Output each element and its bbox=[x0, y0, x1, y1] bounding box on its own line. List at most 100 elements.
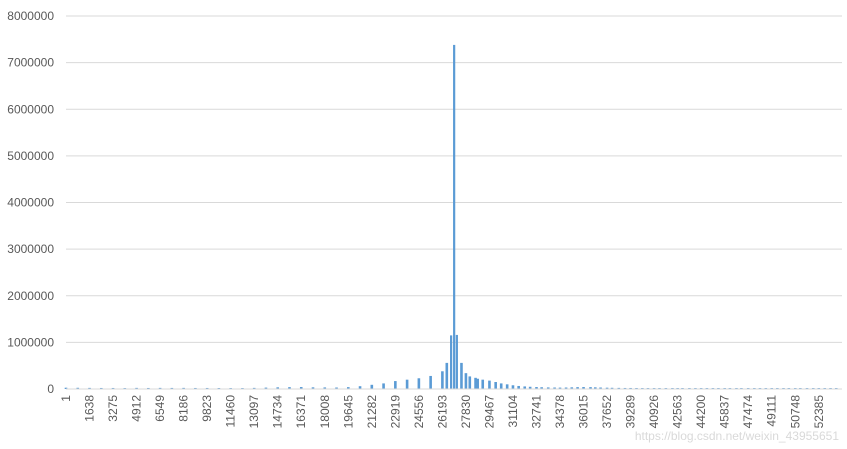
bar bbox=[99, 387, 103, 389]
bar bbox=[299, 387, 303, 389]
bar bbox=[147, 387, 150, 389]
bar bbox=[476, 378, 479, 389]
x-tick-label: 22919 bbox=[388, 395, 402, 429]
bar bbox=[405, 379, 409, 389]
y-tick-label: 0 bbox=[47, 382, 54, 396]
bar bbox=[88, 387, 91, 389]
bar bbox=[335, 387, 338, 389]
x-tick-label: 14734 bbox=[271, 395, 285, 429]
bar bbox=[468, 376, 472, 389]
bar bbox=[135, 387, 138, 389]
x-tick-label: 1 bbox=[59, 395, 73, 402]
x-tick-label: 42563 bbox=[671, 395, 685, 429]
bar bbox=[288, 387, 291, 389]
x-tick-label: 3275 bbox=[106, 395, 120, 422]
bar bbox=[593, 387, 597, 389]
bar bbox=[158, 387, 162, 389]
x-tick-label: 45837 bbox=[718, 395, 732, 429]
x-tick-label: 13097 bbox=[247, 395, 261, 429]
bar bbox=[528, 386, 532, 389]
bar bbox=[445, 362, 449, 389]
bar bbox=[488, 380, 491, 389]
x-tick-label: 36015 bbox=[577, 395, 591, 429]
x-tick-label: 37652 bbox=[600, 395, 614, 429]
bar bbox=[599, 387, 602, 389]
x-tick-label: 34378 bbox=[553, 395, 567, 429]
x-tick-label: 31104 bbox=[506, 395, 520, 428]
x-tick-label: 29467 bbox=[482, 395, 496, 429]
x-tick-label: 50748 bbox=[788, 395, 802, 429]
bar bbox=[494, 382, 497, 389]
bar bbox=[394, 381, 397, 389]
x-tick-label: 6549 bbox=[153, 395, 167, 422]
x-tick-label: 1638 bbox=[83, 395, 97, 422]
x-tick-label: 16371 bbox=[294, 395, 308, 429]
x-tick-label: 21282 bbox=[365, 395, 379, 429]
x-tick-label: 52385 bbox=[812, 395, 826, 429]
y-tick-label: 1000000 bbox=[7, 335, 54, 349]
bar bbox=[429, 375, 432, 389]
bar bbox=[517, 385, 520, 389]
bar bbox=[441, 371, 444, 389]
x-tick-label: 32741 bbox=[529, 395, 543, 429]
bar bbox=[358, 386, 362, 389]
y-tick-label: 8000000 bbox=[7, 9, 54, 23]
x-tick-label: 47474 bbox=[741, 395, 755, 429]
bar bbox=[474, 377, 477, 389]
bar bbox=[76, 387, 80, 389]
x-tick-label: 24556 bbox=[412, 395, 426, 429]
bar bbox=[535, 387, 538, 389]
bar bbox=[264, 387, 268, 389]
bar bbox=[276, 387, 280, 389]
bar bbox=[610, 387, 614, 389]
x-tick-label: 27830 bbox=[459, 395, 473, 429]
y-axis-tick-labels: 0 1000000 2000000 3000000 4000000 5000000 6000… bbox=[7, 9, 54, 396]
y-tick-label: 6000000 bbox=[7, 102, 54, 116]
bar bbox=[311, 387, 315, 389]
bar bbox=[505, 384, 509, 389]
x-tick-label: 11460 bbox=[224, 395, 238, 428]
bar bbox=[617, 387, 621, 389]
y-tick-label: 3000000 bbox=[7, 242, 54, 256]
bar bbox=[194, 387, 197, 389]
x-tick-label: 49111 bbox=[765, 395, 779, 427]
bar bbox=[252, 387, 256, 389]
bar bbox=[582, 387, 585, 389]
bar bbox=[589, 387, 592, 389]
x-tick-label: 26193 bbox=[435, 395, 449, 429]
x-tick-label: 39289 bbox=[624, 395, 638, 429]
y-tick-label: 7000000 bbox=[7, 56, 54, 70]
bar bbox=[182, 387, 185, 389]
bar bbox=[481, 379, 485, 389]
bar bbox=[170, 387, 174, 389]
x-tick-label: 4912 bbox=[130, 395, 144, 422]
y-tick-label: 5000000 bbox=[7, 149, 54, 163]
bar bbox=[511, 385, 515, 389]
bar bbox=[346, 387, 350, 389]
x-tick-label: 19645 bbox=[341, 395, 355, 429]
bar bbox=[453, 44, 456, 389]
y-tick-label: 2000000 bbox=[7, 289, 54, 303]
bar bbox=[205, 387, 209, 389]
x-axis-tick-labels: 1 1638 3275 4912 6549 8186 9823 11460 13097 14734… bbox=[59, 395, 826, 429]
bar bbox=[564, 387, 568, 389]
bar bbox=[455, 334, 458, 389]
bar bbox=[111, 387, 115, 389]
bars bbox=[64, 44, 838, 389]
bar bbox=[553, 387, 556, 389]
bar bbox=[570, 387, 574, 389]
bar bbox=[323, 387, 327, 389]
watermark-text: https://blog.csdn.net/weixin_43955651 bbox=[634, 429, 839, 443]
bar bbox=[417, 378, 421, 389]
bar bbox=[558, 387, 562, 389]
x-tick-label: 18008 bbox=[318, 395, 332, 429]
bar bbox=[64, 387, 68, 389]
bar bbox=[370, 384, 374, 389]
bar bbox=[546, 387, 550, 389]
bar bbox=[450, 335, 453, 389]
y-tick-label: 4000000 bbox=[7, 196, 54, 210]
bar bbox=[540, 387, 543, 389]
bar bbox=[623, 387, 627, 389]
x-tick-label: 8186 bbox=[177, 395, 191, 422]
